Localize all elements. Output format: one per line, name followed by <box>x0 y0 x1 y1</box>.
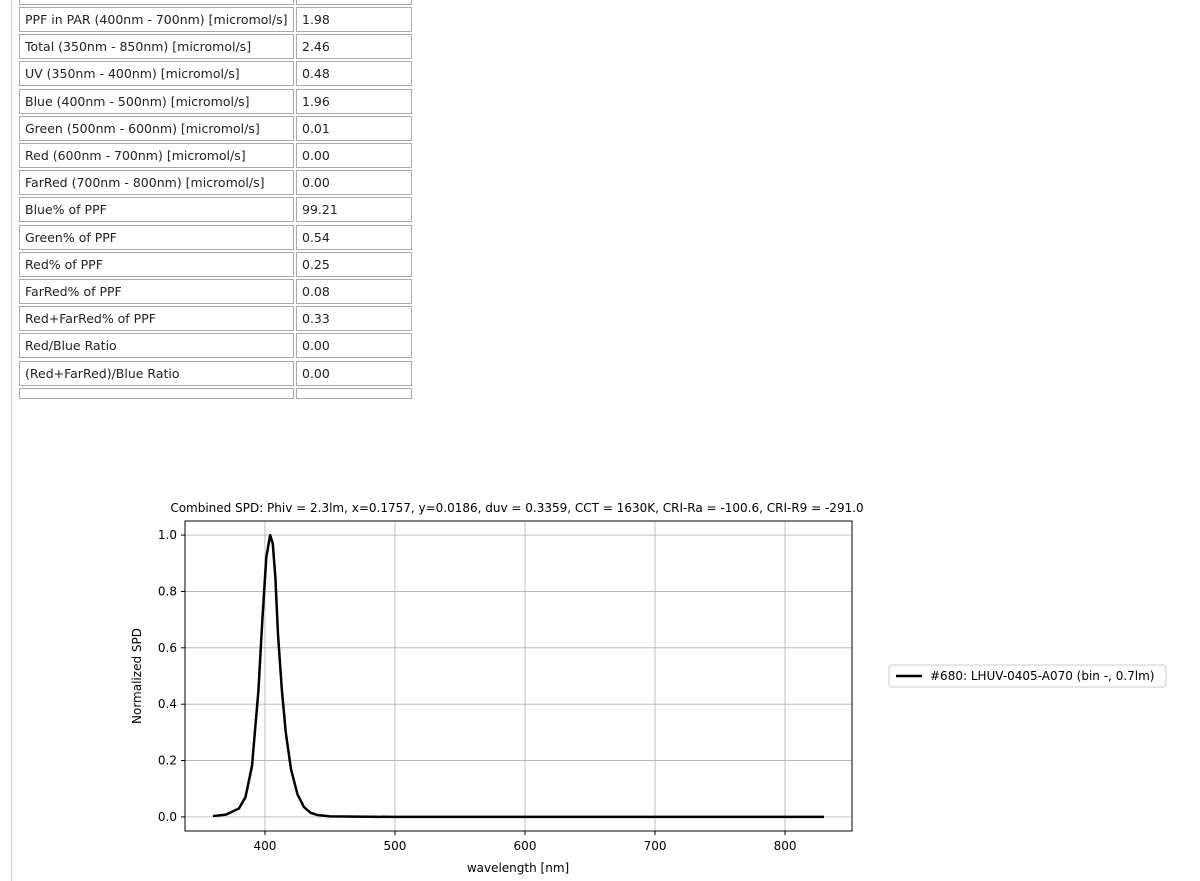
y-axis-label: Normalized SPD <box>130 628 144 724</box>
table-cell <box>296 0 412 5</box>
row-value: 0.08 <box>296 279 412 304</box>
y-tick-label: 0.4 <box>158 697 177 711</box>
x-tick-label: 700 <box>644 839 667 853</box>
chart-title: Combined SPD: Phiv = 2.3lm, x=0.1757, y=… <box>170 501 863 515</box>
row-label: PPF in PAR (400nm - 700nm) [micromol/s] <box>19 7 294 32</box>
table-cell <box>19 387 294 399</box>
table-cell <box>19 0 294 5</box>
row-label: FarRed (700nm - 800nm) [micromol/s] <box>19 170 294 196</box>
legend-box <box>888 664 1167 688</box>
y-tick-label: 1.0 <box>158 528 177 542</box>
row-label: Blue% of PPF <box>19 197 294 223</box>
row-label: FarRed% of PPF <box>19 279 294 304</box>
row-label: Red% of PPF <box>19 251 294 277</box>
row-value: 1.96 <box>296 88 412 114</box>
row-value: 0.01 <box>296 115 412 141</box>
row-label: Red/Blue Ratio <box>19 333 294 359</box>
line <box>212 533 825 819</box>
row-value: 0.48 <box>296 61 412 87</box>
y-tick-label: 0.8 <box>158 584 177 598</box>
x-tick-label: 400 <box>254 839 277 853</box>
row-label: Red+FarRed% of PPF <box>19 306 294 332</box>
row-label: Total (350nm - 850nm) [micromol/s] <box>19 34 294 60</box>
row-label: Red (600nm - 700nm) [micromol/s] <box>19 143 294 168</box>
row-label: Green (500nm - 600nm) [micromol/s] <box>19 115 294 141</box>
page-border <box>11 0 12 881</box>
row-value: 0.54 <box>296 224 412 250</box>
y-tick-label: 0.6 <box>158 641 177 655</box>
table-cell <box>296 387 412 399</box>
row-label: Blue (400nm - 500nm) [micromol/s] <box>19 88 294 114</box>
row-value: 1.98 <box>296 7 412 32</box>
legend-label: #680: LHUV-0405-A070 (bin -, 0.7lm) <box>930 669 1154 683</box>
y-tick-label: 0.2 <box>158 754 177 768</box>
x-tick-label: 500 <box>384 839 407 853</box>
x-tick-label: 600 <box>514 839 537 853</box>
row-value: 0.00 <box>296 143 412 168</box>
row-label: Green% of PPF <box>19 224 294 250</box>
row-value: 0.00 <box>296 360 412 386</box>
row-value: 2.46 <box>296 34 412 60</box>
row-value: 0.00 <box>296 170 412 196</box>
x-tick-label: 800 <box>774 839 797 853</box>
row-value: 0.25 <box>296 251 412 277</box>
plot-frame <box>184 520 853 832</box>
x-axis-label: wavelength [nm] <box>467 861 569 875</box>
row-value: 0.33 <box>296 306 412 332</box>
row-label: (Red+FarRed)/Blue Ratio <box>19 360 294 386</box>
row-label: UV (350nm - 400nm) [micromol/s] <box>19 61 294 87</box>
y-tick-label: 0.0 <box>158 810 177 824</box>
row-value: 0.00 <box>296 333 412 359</box>
row-value: 99.21 <box>296 197 412 223</box>
